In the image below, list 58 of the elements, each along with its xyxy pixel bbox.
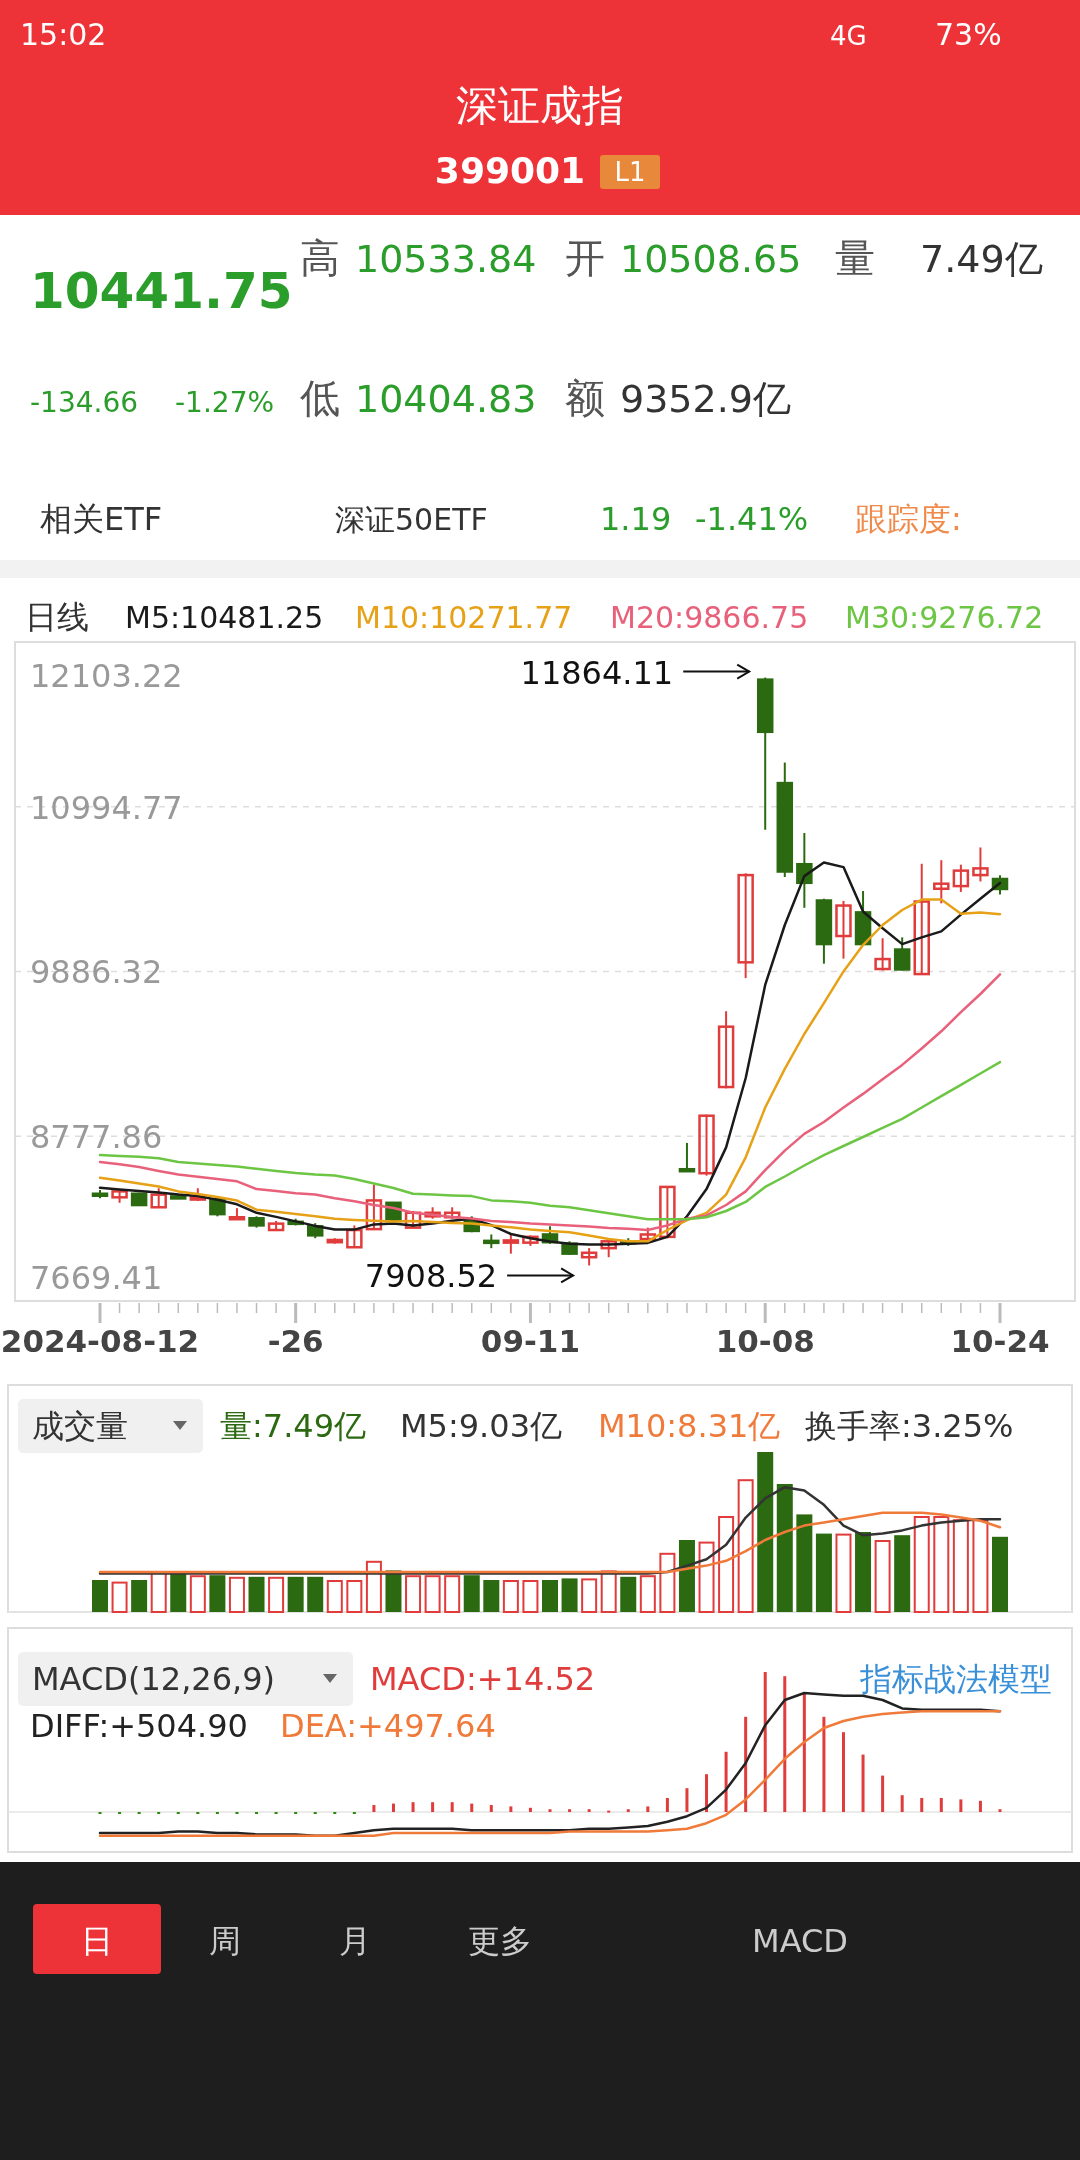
text: 跟踪度: [855,500,962,538]
text: 7.49亿 [920,237,1043,281]
text: M10:10271.77 [355,600,573,635]
x-tick-label: 09-11 [480,1323,581,1359]
annotation: 11864.11 [520,653,674,692]
chart-title: MACD(12,26,9) [32,1660,276,1698]
text: 高 [300,235,340,281]
text: M5:9.03亿 [400,1407,562,1445]
text: 1.19 [600,500,672,538]
x-tick-label: -26 [267,1323,324,1359]
text: 10404.83 [355,377,537,421]
text: 10441.75 [30,262,293,320]
chart-title: 成交量 [32,1407,128,1445]
text: -134.66 [30,386,139,419]
chart-title: 日线 [25,598,89,636]
text: -1.41% [695,500,809,538]
y-tick-label: 12103.22 [30,657,183,695]
annotation: 7908.52 [364,1257,498,1296]
text: DEA:+497.64 [280,1707,496,1745]
text: MACD:+14.52 [370,1660,596,1698]
text: -1.27% [175,386,275,419]
text: M30:9276.72 [845,600,1044,635]
text: 相关ETF [40,500,163,538]
text: 换手率:3.25% [805,1407,1014,1445]
y-tick-label: 7669.41 [30,1259,163,1297]
x-tick-label: 10-24 [950,1323,1050,1359]
text: 低 [300,375,340,421]
y-tick-label: 9886.32 [30,953,163,992]
arrow-note: 11864.11 [520,653,752,692]
text: 日 [81,1922,113,1960]
text: 月 [339,1922,371,1960]
text: M20:9866.75 [610,600,809,635]
x-tick-label: 2024-08-12 [0,1323,200,1359]
annotation: 指标战法模型 [859,1660,1052,1698]
text: 更多 [468,1922,532,1960]
text: 399001 [434,150,586,191]
y-tick-label: 10994.77 [30,788,183,827]
x-tick-label: 10-08 [715,1323,815,1359]
text: MACD [752,1922,848,1960]
arrow-note: 7908.52 [364,1257,576,1296]
text: 15:02 [20,17,107,52]
text: 量:7.49亿 [220,1407,367,1445]
y-tick-label: 8777.86 [30,1118,163,1157]
text: DIFF:+504.90 [30,1707,248,1745]
text: 周 [209,1922,241,1960]
text: L1 [614,157,646,187]
text: 深证成指 [456,81,624,130]
text: 10508.65 [620,237,802,281]
text: 4G [830,21,867,51]
text: 深证50ETF [335,502,488,537]
text: 10533.84 [355,237,537,281]
text: M5:10481.25 [125,600,324,635]
text: 开 [565,235,605,281]
text: M10:8.31亿 [598,1407,781,1445]
text: 9352.9亿 [620,377,791,421]
text: 73% [935,17,1002,52]
text: 额 [565,375,605,421]
text: 量 [835,235,875,281]
